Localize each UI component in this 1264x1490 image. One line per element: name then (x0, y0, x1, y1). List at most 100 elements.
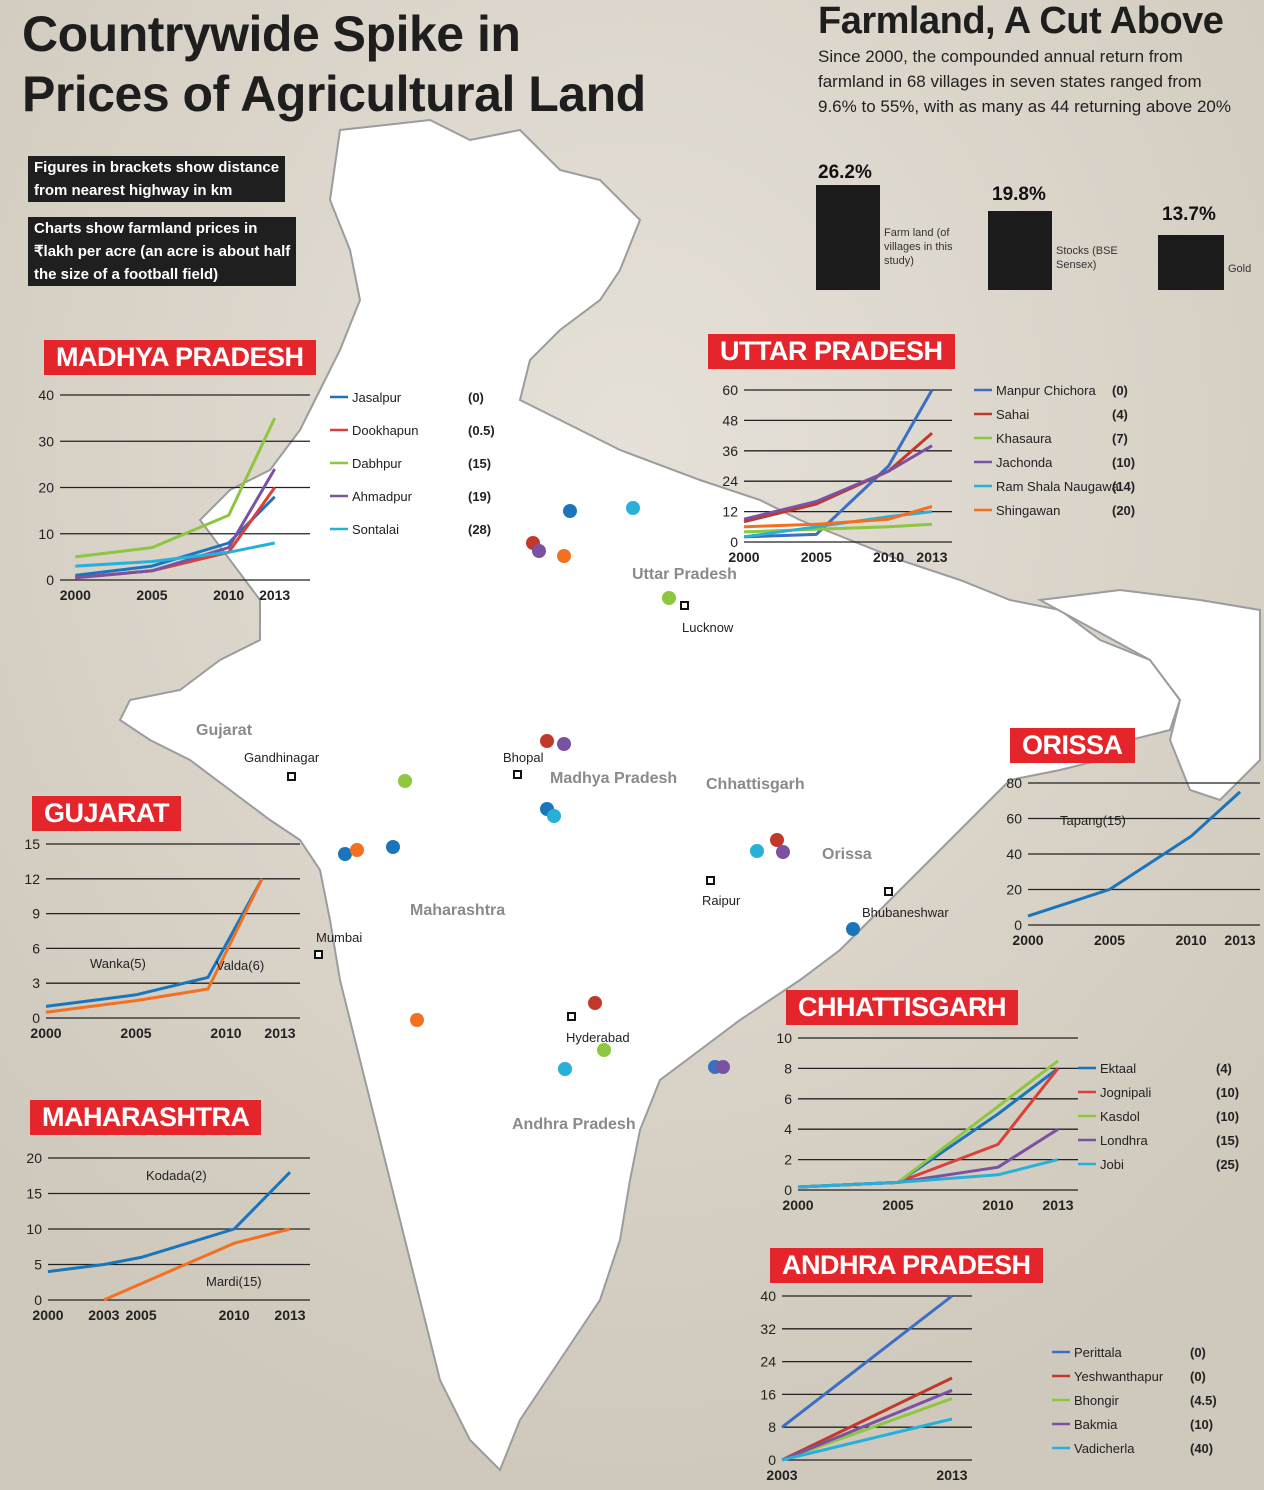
series-line-vadicherla (781, 1417, 953, 1462)
legend-label: Yeshwanthapur (1074, 1369, 1164, 1384)
chart-svg-madhya-pradesh: 0 10 20 30 40 2000 2005 2010 2013 Jasalpur (0) Dook… (38, 387, 494, 603)
city-marker-bhopal (513, 770, 522, 779)
map-label-orissa: Orissa (822, 846, 872, 863)
village-dot (597, 1043, 611, 1057)
y-tick-label: 20 (1006, 882, 1022, 898)
city-label-gandhinagar: Gandhinagar (244, 750, 320, 765)
comparison-value-stocks: 19.8% (992, 184, 1046, 205)
map-label-uttar-pradesh: Uttar Pradesh (632, 566, 737, 583)
y-tick-label: 24 (722, 473, 738, 489)
legend-distance: (20) (1112, 503, 1135, 518)
village-dot (626, 501, 640, 515)
series-line-shingawan (743, 505, 933, 529)
legend-distance: (0) (468, 390, 484, 405)
legend-label: Vadicherla (1074, 1441, 1135, 1456)
chart-svg-gujarat: 0 3 6 9 12 15 2000 2005 2010 2013 Wanka(5) Valda(6) (24, 836, 300, 1041)
city-marker-hyderabad (567, 1012, 576, 1021)
x-tick-label: 2013 (1042, 1197, 1073, 1213)
series-line-yeshwanthapur (781, 1376, 953, 1462)
india-outline (118, 118, 1182, 1472)
city-marker-bhubaneshwar (884, 887, 893, 896)
series-label: Mardi(15) (206, 1274, 262, 1289)
series-line-ahmadpur (75, 468, 276, 580)
x-tick-label: 2013 (1224, 932, 1255, 948)
legend-label: Jognipali (1100, 1085, 1151, 1100)
legend-label: Shingawan (996, 503, 1060, 518)
x-tick-label: 2000 (728, 549, 759, 565)
x-tick-label: 2013 (936, 1467, 967, 1483)
village-dot (547, 809, 561, 823)
y-tick-label: 10 (26, 1221, 42, 1237)
y-tick-label: 24 (760, 1354, 776, 1370)
y-tick-label: 0 (1014, 917, 1022, 933)
legend-distance: (4) (1112, 407, 1128, 422)
comparison-bar-farmland (816, 185, 880, 290)
map-label-chhattisgarh: Chhattisgarh (706, 776, 805, 793)
map-label-madhya-pradesh: Madhya Pradesh (550, 770, 678, 787)
y-tick-label: 9 (32, 906, 40, 922)
y-tick-label: 40 (38, 387, 54, 403)
city-label-bhubaneshwar: Bhubaneshwar (862, 905, 949, 920)
village-dot (410, 1013, 424, 1027)
legend-distance: (4.5) (1190, 1393, 1217, 1408)
series-line-bakmia (781, 1388, 953, 1462)
note-units-line-3: the size of a football field) (34, 266, 219, 283)
village-dot (532, 544, 546, 558)
y-tick-label: 32 (760, 1321, 776, 1337)
y-tick-label: 6 (784, 1091, 792, 1107)
village-dot (557, 737, 571, 751)
y-tick-label: 60 (1006, 811, 1022, 827)
legend-label: Sahai (996, 407, 1029, 422)
city-marker-raipur (706, 876, 715, 885)
series-line-dabhpur (75, 417, 277, 559)
y-tick-label: 8 (768, 1419, 776, 1435)
chart-maharashtra: 0 5 10 15 20 2000 2003 2005 2010 2013 Kodada(2) Mar… (20, 1150, 310, 1330)
legend-distance: (0) (1112, 383, 1128, 398)
x-tick-label: 2010 (210, 1025, 241, 1041)
legend-distance: (28) (468, 522, 491, 537)
series-line-manpur-chichora (743, 389, 934, 539)
comparison-title: Farmland, A Cut Above (818, 0, 1224, 42)
series-line-valda (45, 878, 264, 1014)
comparison-label-stocks: Stocks (BSE Sensex) (1056, 245, 1118, 271)
legend-label: Dookhapun (352, 423, 419, 438)
village-dot (350, 843, 364, 857)
city-marker-mumbai (314, 950, 323, 959)
x-tick-label: 2013 (259, 587, 290, 603)
legend-label: Sontalai (352, 522, 399, 537)
note-units-line-2: ₹lakh per acre (an acre is about half (34, 243, 291, 260)
y-tick-label: 8 (784, 1060, 792, 1076)
chart-chhattisgarh: 0 2 4 6 8 10 2000 2005 2010 2013 Ektaal (4) Jognipal… (768, 1030, 1258, 1225)
city-label-bhopal: Bhopal (503, 750, 544, 765)
y-tick-label: 2 (784, 1152, 792, 1168)
city-label-hyderabad: Hyderabad (566, 1030, 630, 1045)
y-tick-label: 48 (722, 412, 738, 428)
city-label-mumbai: Mumbai (316, 930, 363, 945)
legend-distance: (19) (468, 489, 491, 504)
legend-distance: (10) (1190, 1417, 1213, 1432)
chart-svg-orissa: 0 20 40 60 80 2000 2005 2010 2013 Tapang(15) (1006, 775, 1260, 948)
x-tick-label: 2000 (782, 1197, 813, 1213)
legend-distance: (0) (1190, 1345, 1206, 1360)
x-tick-label: 2005 (801, 549, 832, 565)
legend-label: Londhra (1100, 1133, 1148, 1148)
legend-distance: (15) (1216, 1133, 1239, 1148)
legend-label: Jasalpur (352, 390, 402, 405)
x-tick-label: 2000 (1012, 932, 1043, 948)
village-dot (557, 549, 571, 563)
y-tick-label: 10 (38, 526, 54, 542)
village-dot (716, 1060, 730, 1074)
city-marker-lucknow (680, 601, 689, 610)
y-tick-label: 6 (32, 940, 40, 956)
x-tick-label: 2005 (882, 1197, 913, 1213)
map-label-andhra-pradesh: Andhra Pradesh (512, 1116, 636, 1133)
legend-distance: (25) (1216, 1157, 1239, 1172)
comparison-text: Since 2000, the compounded annual return… (818, 47, 1231, 116)
legend-distance: (14) (1112, 479, 1135, 494)
legend-distance: (10) (1216, 1085, 1239, 1100)
series-line-tapang (1027, 790, 1242, 918)
series-line-jobi (797, 1158, 1059, 1189)
legend-distance: (40) (1190, 1441, 1213, 1456)
y-tick-label: 0 (32, 1010, 40, 1026)
y-tick-label: 12 (722, 504, 738, 520)
